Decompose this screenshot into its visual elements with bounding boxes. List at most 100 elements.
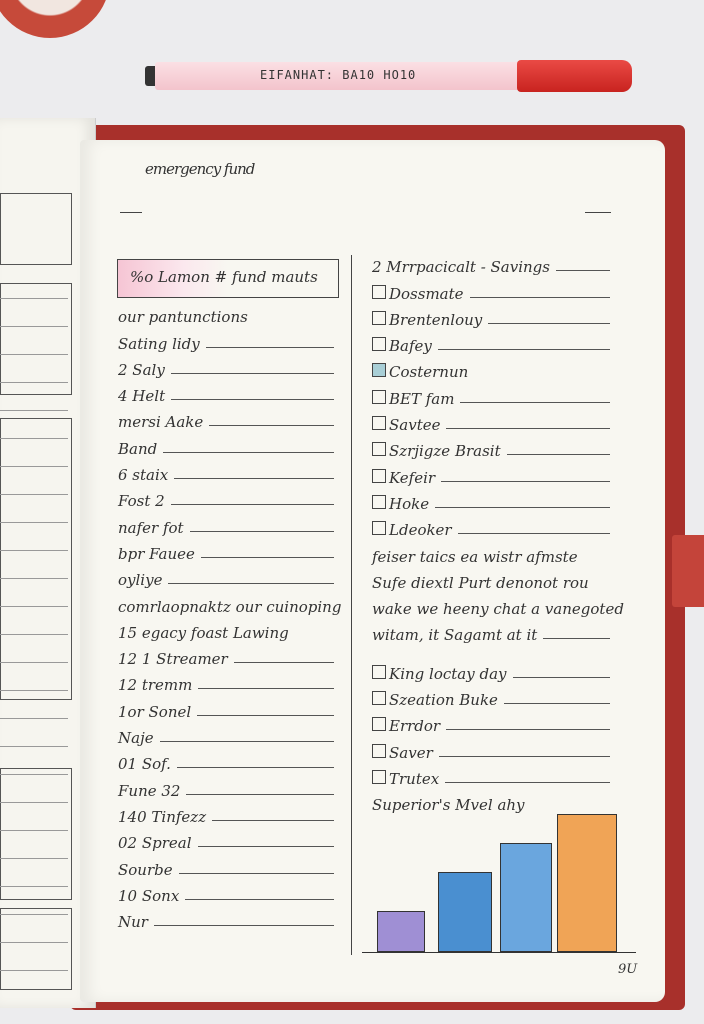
checklist-item: Errdor <box>372 709 610 735</box>
page-title: emergency fund <box>145 160 255 178</box>
blank-line <box>197 714 334 716</box>
item-label: Dossmate <box>389 284 464 303</box>
item-label: Superior's Mvel ahy <box>372 796 525 815</box>
item-label: Ldeoker <box>389 521 452 540</box>
blank-line <box>446 428 610 430</box>
ruled-line <box>0 438 68 439</box>
ruled-line <box>0 830 68 831</box>
blank-line <box>174 478 334 480</box>
item-label: Fost 2 <box>118 492 165 511</box>
list-item: Naje <box>118 721 334 747</box>
ruled-box <box>0 418 72 700</box>
item-label: Saver <box>389 743 433 762</box>
checkbox[interactable] <box>372 389 386 404</box>
blank-line <box>189 530 334 532</box>
pen-barrel <box>155 62 520 90</box>
item-label: our pantunctions <box>118 308 248 327</box>
blank-line <box>197 846 334 848</box>
blank-line <box>186 793 334 795</box>
checklist-item: King loctay day <box>372 656 610 683</box>
blank-line <box>198 688 334 690</box>
header-box: %o Lamon # fund mauts <box>117 259 339 298</box>
decorative-bowl <box>0 0 110 38</box>
blank-line <box>205 346 334 348</box>
blank-line <box>506 454 610 456</box>
blank-line <box>555 270 610 272</box>
item-label: bpr Fauee <box>118 544 195 563</box>
checkbox[interactable] <box>372 468 386 483</box>
list-item: 140 Tinfezz <box>118 800 334 826</box>
item-label: Savtee <box>389 416 441 435</box>
item-label: Szrjigze Brasit <box>389 442 501 461</box>
list-item: 12 1 Streamer <box>118 642 334 668</box>
section-heading: 2 Mrrpacicalt - Savings <box>372 250 610 276</box>
pen-label: EIFANHAT: BA10 HO10 <box>260 68 417 82</box>
blank-line <box>200 556 334 558</box>
chart-caption: Superior's Mvel ahy <box>372 788 610 814</box>
ruled-line <box>0 746 68 747</box>
ruled-line <box>0 326 68 327</box>
checklist-item: Savtee <box>372 408 610 434</box>
list-item: 6 staix <box>118 458 334 484</box>
checkbox[interactable] <box>372 769 386 784</box>
note: comrlaopnaktz our cuinoping <box>118 589 341 616</box>
checkbox[interactable] <box>372 521 386 536</box>
blank-line <box>233 662 334 664</box>
checkbox[interactable] <box>372 416 386 431</box>
item-label: 15 egacy foast Lawing <box>118 623 289 642</box>
ruled-line <box>0 578 68 579</box>
blank-line <box>469 296 610 298</box>
checkbox[interactable] <box>372 310 386 325</box>
checkbox[interactable] <box>372 442 386 457</box>
blank-line <box>170 504 334 506</box>
bookmark-tab <box>672 535 704 607</box>
checklist-item: Dossmate <box>372 276 610 303</box>
blank-line <box>178 872 334 874</box>
item-label: Naje <box>118 729 154 748</box>
item-label: 6 staix <box>118 466 169 485</box>
ruled-line <box>0 718 68 719</box>
savings-bar-chart <box>360 800 640 960</box>
list-item: bpr Fauee <box>118 537 334 563</box>
item-label: oyliye <box>118 571 163 590</box>
paragraph-line: wake we heeny chat a vanegoted <box>372 592 624 618</box>
checklist-item: Trutex <box>372 762 610 788</box>
item-label: Sufe diextl Purt denonot rou <box>372 573 589 592</box>
chart-baseline <box>362 952 636 953</box>
checkbox[interactable] <box>372 717 386 732</box>
checkbox[interactable] <box>372 363 386 378</box>
checkbox[interactable] <box>372 284 386 299</box>
checkbox[interactable] <box>372 743 386 758</box>
ruled-line <box>0 494 68 495</box>
blank-line <box>503 703 610 705</box>
list-item: Nur <box>118 905 334 931</box>
item-label: nafer fot <box>118 518 184 537</box>
title-rule-right <box>585 212 611 213</box>
item-label: BET fam <box>389 389 455 408</box>
checkbox[interactable] <box>372 664 386 679</box>
list-item: 01 Sof. <box>118 747 334 773</box>
header-text: %o Lamon # fund mauts <box>130 268 318 286</box>
list-item: Sating lidy <box>118 326 334 353</box>
blank-line <box>460 401 610 403</box>
item-label: 1or Sonel <box>118 702 192 721</box>
ruled-line <box>0 634 68 635</box>
item-label: Sating lidy <box>118 334 200 353</box>
blank-line <box>209 425 334 427</box>
item-label: 140 Tinfezz <box>118 807 207 826</box>
checklist-item: Hoke <box>372 487 610 513</box>
blank-line <box>176 767 334 769</box>
ruled-line <box>0 662 68 663</box>
ruled-line <box>0 690 68 691</box>
item-label: Sourbe <box>118 860 173 879</box>
blank-line <box>543 638 610 640</box>
checkbox[interactable] <box>372 691 386 706</box>
checkbox[interactable] <box>372 337 386 352</box>
item-label: mersi Aake <box>118 413 204 432</box>
column-divider <box>351 255 352 955</box>
checkbox[interactable] <box>372 494 386 509</box>
blank-line <box>512 676 610 678</box>
checklist-item: Bafey <box>372 329 610 355</box>
paragraph-line: witam, it Sagamt at it <box>372 618 610 644</box>
list-item: 1or Sonel <box>118 694 334 721</box>
